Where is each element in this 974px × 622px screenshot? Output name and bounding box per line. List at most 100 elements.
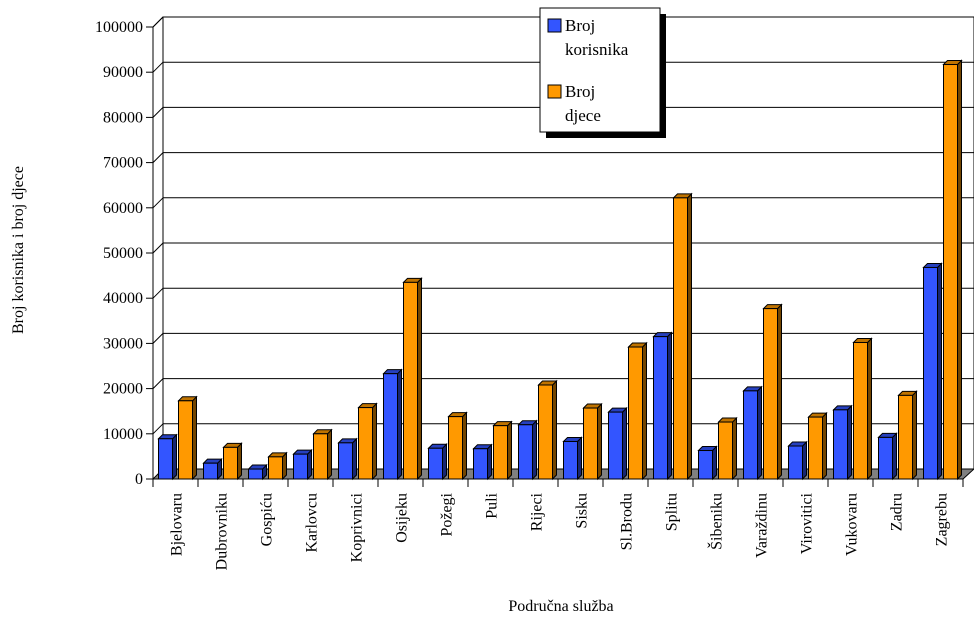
- bar-front: [448, 416, 463, 480]
- x-tick-label: Bjelovaru: [169, 493, 186, 556]
- bar-side: [462, 411, 467, 481]
- bar-side: [777, 303, 782, 481]
- bar-side: [912, 390, 917, 481]
- bar-top: [157, 434, 178, 440]
- bar-front: [628, 346, 643, 480]
- bar-front: [248, 468, 263, 480]
- x-tick-label: Zagrebu: [934, 493, 951, 546]
- bar-front: [268, 456, 283, 480]
- bar-side: [802, 440, 807, 481]
- bar-top: [697, 446, 718, 452]
- y-tick-label: 60000: [103, 200, 143, 217]
- bar-front: [653, 336, 668, 480]
- bar-side: [957, 59, 962, 481]
- bar-top: [537, 380, 558, 386]
- y-axis-title: Broj korisnika i broj djece: [10, 166, 27, 334]
- bar-side: [732, 416, 737, 481]
- bar-top: [742, 386, 763, 392]
- bar-side: [892, 432, 897, 481]
- x-tick-label: Sisku: [574, 493, 591, 529]
- bar-front: [493, 425, 508, 480]
- legend-swatch-djece: [547, 84, 562, 99]
- bar-top: [267, 452, 288, 458]
- bar-korisnika: [202, 457, 223, 481]
- y-axis-top-edge: [152, 16, 164, 28]
- bar-front: [583, 407, 598, 480]
- bar-front: [808, 416, 823, 480]
- bar-top: [787, 441, 808, 447]
- bar-side: [352, 437, 357, 481]
- bar-side: [397, 368, 402, 481]
- bar-top: [652, 332, 673, 338]
- bar-side: [847, 404, 852, 481]
- bar-front: [203, 462, 218, 480]
- bar-top: [202, 458, 223, 464]
- bar-top: [402, 277, 423, 283]
- bar-front: [563, 440, 578, 480]
- bar-korisnika: [247, 463, 268, 481]
- bar-top: [247, 464, 268, 470]
- bar-korisnika: [832, 404, 853, 481]
- bar-front: [698, 450, 713, 480]
- x-tick-label: Vukovaru: [844, 493, 861, 556]
- bar-top: [472, 444, 493, 450]
- bar-djece: [402, 277, 423, 481]
- bar-top: [942, 60, 963, 66]
- y-tick-label: 50000: [103, 245, 143, 262]
- bar-side: [937, 262, 942, 481]
- x-tick-label: Gospiću: [259, 493, 276, 546]
- x-tick-label: Koprivnici: [349, 492, 366, 562]
- bar-front: [743, 390, 758, 480]
- x-tick-label: Rijeci: [529, 492, 546, 531]
- bar-korisnika: [472, 443, 493, 481]
- x-tick-label: Požegi: [439, 492, 456, 536]
- y-tick-label: 0: [135, 471, 143, 488]
- bar-djece: [897, 390, 918, 481]
- bar-side: [757, 385, 762, 481]
- bar-side: [687, 192, 692, 481]
- bar-top: [427, 443, 448, 449]
- bar-djece: [177, 395, 198, 481]
- bar-side: [597, 402, 602, 481]
- bar-korisnika: [292, 448, 313, 481]
- bar-side: [577, 436, 582, 481]
- bar-front: [383, 373, 398, 480]
- gridline-side: [152, 152, 164, 163]
- y-tick-label: 40000: [103, 290, 143, 307]
- bar-djece: [762, 303, 783, 481]
- y-tick-label: 90000: [103, 64, 143, 81]
- bar-djece: [627, 341, 648, 481]
- bar-top: [717, 417, 738, 423]
- bar-front: [223, 446, 238, 480]
- bar-side: [507, 420, 512, 481]
- bar-front: [338, 442, 353, 480]
- y-tick-label: 70000: [103, 155, 143, 172]
- bar-front: [538, 384, 553, 480]
- bar-top: [222, 442, 243, 448]
- bar-front: [473, 448, 488, 480]
- bar-korisnika: [337, 437, 358, 481]
- legend: Broj korisnika Broj djece: [539, 7, 666, 138]
- bar-korisnika: [922, 262, 943, 481]
- bar-side: [307, 448, 312, 481]
- bar-side: [712, 445, 717, 481]
- bar-side: [442, 443, 447, 481]
- bar-top: [807, 412, 828, 418]
- bar-korisnika: [697, 445, 718, 481]
- bar-top: [877, 432, 898, 438]
- bar-korisnika: [427, 443, 448, 481]
- bar-djece: [312, 428, 333, 481]
- y-axis: 0 10000 20000 30000 40000 50000 60000 70000 8000…: [95, 16, 164, 488]
- bar-top: [832, 405, 853, 411]
- bar-side: [372, 402, 377, 481]
- bar-front: [518, 424, 533, 480]
- gridline-side: [152, 242, 164, 254]
- x-axis-title: Područna služba: [508, 598, 613, 615]
- bar-djece: [582, 402, 603, 481]
- bar-top: [562, 436, 583, 442]
- bar-front: [293, 453, 308, 480]
- bar-top: [357, 403, 378, 409]
- bar-side: [622, 406, 627, 481]
- bar-korisnika: [157, 433, 178, 481]
- bar-side: [532, 419, 537, 481]
